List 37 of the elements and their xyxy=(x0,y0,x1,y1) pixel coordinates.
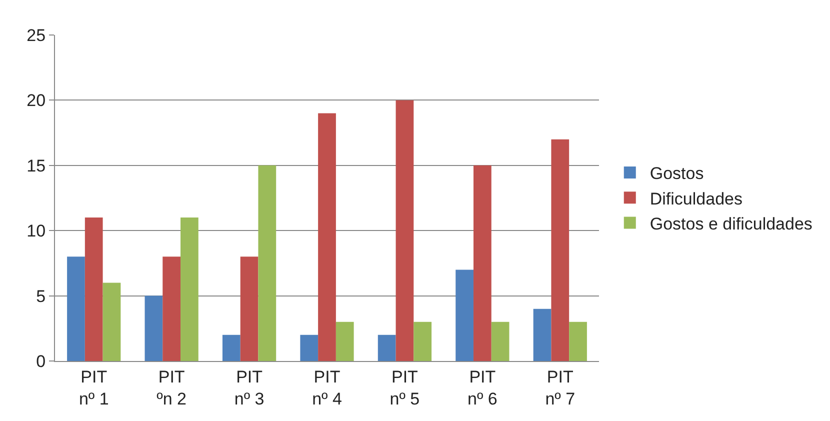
y-tick-label: 5 xyxy=(36,286,46,306)
x-tick-label: PIT nº 1 xyxy=(78,367,109,408)
bar xyxy=(67,256,85,361)
x-tick-label: PIT nº 6 xyxy=(468,367,498,408)
bar xyxy=(378,334,396,361)
y-tick-label: 25 xyxy=(26,26,46,45)
bar xyxy=(318,113,336,361)
bar xyxy=(414,322,432,361)
bar xyxy=(300,334,318,361)
bar xyxy=(222,334,240,361)
x-tick-label: PIT nº 7 xyxy=(545,367,576,408)
bar xyxy=(144,296,163,361)
bar xyxy=(102,282,121,361)
legend-label: Gostos e dificuldades xyxy=(650,214,812,234)
bar xyxy=(336,322,354,361)
x-tick-label: PIT nº 5 xyxy=(390,367,420,408)
y-tick-label: 20 xyxy=(26,91,46,110)
bar xyxy=(258,165,276,361)
bar xyxy=(396,100,414,361)
bar xyxy=(551,139,570,361)
bar xyxy=(180,218,198,361)
y-tick-label: 10 xyxy=(26,222,46,241)
y-tick-label: 0 xyxy=(36,352,46,371)
y-tick-label: 15 xyxy=(26,156,46,176)
x-tick-label: PIT ºn 2 xyxy=(156,367,186,408)
bar xyxy=(240,256,258,361)
legend-label: Gostos xyxy=(650,164,704,184)
x-tick-label: PIT nº 4 xyxy=(312,367,342,408)
bar xyxy=(569,322,587,361)
bar xyxy=(84,218,103,361)
legend-label: Dificuldades xyxy=(650,189,742,208)
bar xyxy=(491,322,510,361)
bar xyxy=(473,165,492,361)
bar xyxy=(533,308,552,361)
x-tick-label: PIT nº 3 xyxy=(234,367,264,408)
bar xyxy=(162,256,181,361)
bar xyxy=(456,270,474,361)
